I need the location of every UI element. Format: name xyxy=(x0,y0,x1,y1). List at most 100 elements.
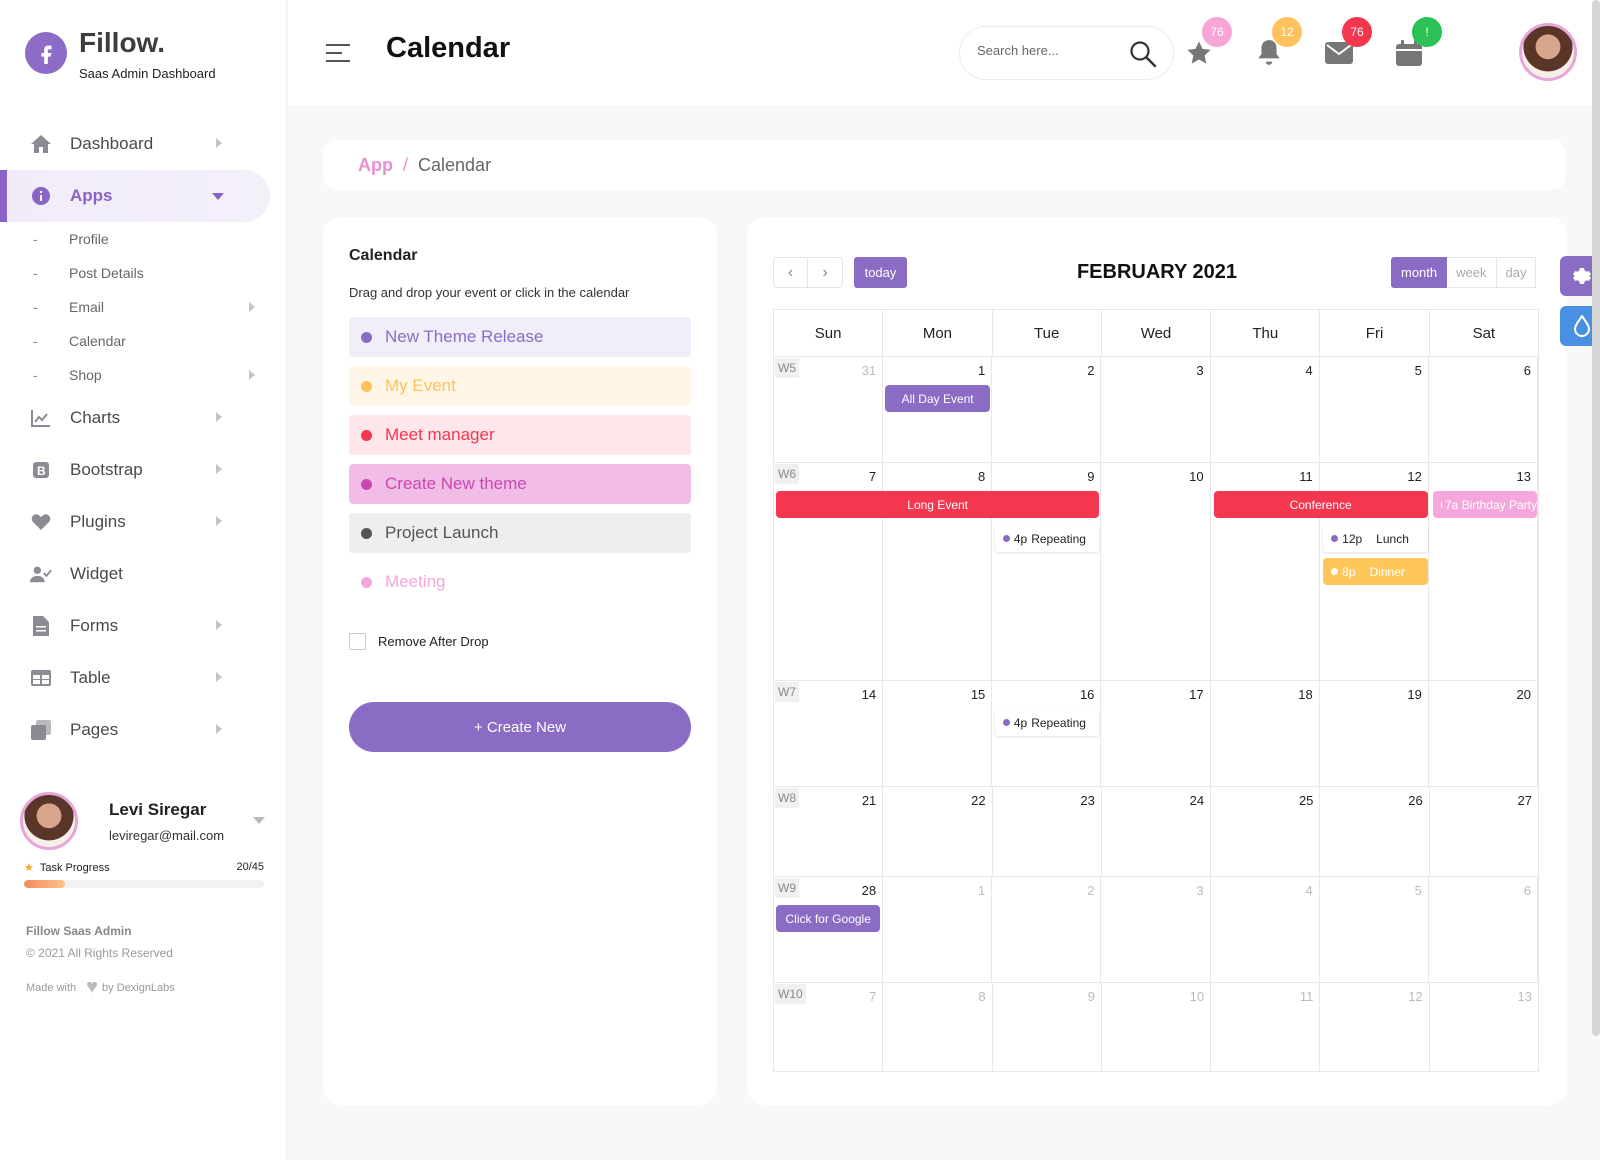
week-number[interactable]: W6 xyxy=(775,464,799,484)
calendar-day-cell[interactable]: 20 xyxy=(1429,681,1538,786)
day-number[interactable]: 20 xyxy=(1516,687,1531,702)
day-number[interactable]: 1 xyxy=(978,363,986,378)
day-number[interactable]: 11 xyxy=(1299,469,1313,484)
day-number[interactable]: 9 xyxy=(1087,989,1095,1004)
submenu-item-shop[interactable]: - Shop xyxy=(33,358,287,392)
avatar[interactable] xyxy=(1519,23,1577,81)
calendar-day-cell[interactable]: 13 xyxy=(1429,463,1538,680)
day-number[interactable]: 5 xyxy=(1414,363,1422,378)
day-number[interactable]: 11 xyxy=(1299,989,1314,1004)
day-number[interactable]: 3 xyxy=(1196,363,1204,378)
week-number[interactable]: W5 xyxy=(775,358,799,378)
sidebar-item-plugins[interactable]: Plugins xyxy=(0,496,287,548)
calendar-day-cell[interactable]: 19 xyxy=(1320,681,1429,786)
calendar-day-cell[interactable]: 4 xyxy=(1211,357,1320,462)
week-number[interactable]: W9 xyxy=(775,878,799,898)
view-day-button[interactable]: day xyxy=(1496,257,1537,288)
day-number[interactable]: 19 xyxy=(1407,687,1422,702)
day-number[interactable]: 18 xyxy=(1298,687,1313,702)
calendar-day-cell[interactable]: 22 xyxy=(883,787,993,876)
day-number[interactable]: 3 xyxy=(1196,883,1204,898)
external-event-meeting[interactable]: Meeting xyxy=(349,562,691,602)
next-month-button[interactable]: › xyxy=(808,257,843,288)
prev-month-button[interactable]: ‹ xyxy=(773,257,808,288)
day-number[interactable]: 5 xyxy=(1414,883,1422,898)
day-number[interactable]: 1 xyxy=(978,883,986,898)
calendar-day-cell[interactable]: 10 xyxy=(1101,463,1211,680)
day-number[interactable]: 15 xyxy=(970,687,986,702)
day-number[interactable]: 13 xyxy=(1516,469,1531,484)
view-month-button[interactable]: month xyxy=(1391,257,1448,288)
sidebar-item-table[interactable]: Table xyxy=(0,652,287,704)
calendar-day-cell[interactable]: 7 xyxy=(774,463,884,680)
day-number[interactable]: 27 xyxy=(1517,793,1532,808)
submenu-item-calendar[interactable]: - Calendar xyxy=(33,333,126,349)
event-conference[interactable]: Conference xyxy=(1213,491,1428,518)
event-long-event[interactable]: Long Event xyxy=(776,491,1100,518)
create-new-button[interactable]: + Create New xyxy=(349,702,691,752)
page-scrollbar[interactable] xyxy=(1592,0,1600,1036)
calendar-day-cell[interactable]: 27 xyxy=(1430,787,1538,876)
day-number[interactable]: 16 xyxy=(1079,687,1095,702)
calendar-day-cell[interactable]: 14 xyxy=(774,681,884,786)
calendar-day-cell[interactable]: 8 xyxy=(883,983,993,1071)
breadcrumb-root[interactable]: App xyxy=(358,154,393,175)
calendar-day-cell[interactable]: 25 xyxy=(1211,787,1321,876)
external-event-my-event[interactable]: My Event xyxy=(349,366,691,406)
day-number[interactable]: 26 xyxy=(1408,793,1423,808)
day-number[interactable]: 12 xyxy=(1408,989,1423,1004)
chevron-down-icon[interactable] xyxy=(253,817,265,824)
day-number[interactable]: 7 xyxy=(869,989,877,1004)
calendar-day-cell[interactable]: 9 xyxy=(993,983,1102,1071)
remove-after-drop-checkbox[interactable] xyxy=(349,633,366,650)
day-number[interactable]: 17 xyxy=(1189,687,1204,702)
menu-toggle-icon[interactable] xyxy=(326,44,350,68)
calendar-day-cell[interactable]: 23 xyxy=(993,787,1102,876)
sidebar-item-bootstrap[interactable]: B Bootstrap xyxy=(0,444,287,496)
week-number[interactable]: W8 xyxy=(775,788,799,808)
event-lunch[interactable]: 12p Lunch xyxy=(1323,525,1428,552)
day-number[interactable]: 14 xyxy=(861,687,877,702)
submenu-item-email[interactable]: - Email xyxy=(33,290,287,324)
calendar-day-cell[interactable]: 5 xyxy=(1320,357,1429,462)
calendar-day-cell[interactable]: 3 xyxy=(1101,357,1211,462)
event-repeating[interactable]: 4p Repeating xyxy=(994,709,1100,736)
external-event-new-theme-release[interactable]: New Theme Release xyxy=(349,317,691,357)
submenu-item-post-details[interactable]: - Post Details xyxy=(33,265,144,281)
notifications-button[interactable]: 12 xyxy=(1254,17,1302,68)
calendar-day-cell[interactable]: 6 xyxy=(1429,357,1538,462)
day-number[interactable]: 21 xyxy=(861,793,877,808)
external-event-create-new-theme[interactable]: Create New theme xyxy=(349,464,691,504)
day-number[interactable]: 10 xyxy=(1189,989,1205,1004)
day-number[interactable]: 2 xyxy=(1087,883,1095,898)
calendar-day-cell[interactable]: 12 xyxy=(1320,983,1430,1071)
calendar-day-cell[interactable]: 31 xyxy=(774,357,884,462)
day-number[interactable]: 12 xyxy=(1407,469,1422,484)
view-week-button[interactable]: week xyxy=(1447,257,1497,288)
calendar-day-cell[interactable]: 15 xyxy=(883,681,993,786)
day-number[interactable]: 24 xyxy=(1189,793,1205,808)
week-number[interactable]: W10 xyxy=(775,984,806,1004)
day-number[interactable]: 13 xyxy=(1517,989,1532,1004)
day-number[interactable]: 7 xyxy=(868,469,877,484)
favorites-button[interactable]: 76 xyxy=(1184,17,1232,68)
calendar-day-cell[interactable]: 11 xyxy=(1211,463,1320,680)
day-number[interactable]: 8 xyxy=(978,989,986,1004)
calendar-day-cell[interactable]: 10 xyxy=(1102,983,1212,1071)
calendar-button[interactable]: ! xyxy=(1394,17,1442,68)
day-number[interactable]: 2 xyxy=(1087,363,1095,378)
event-birthday-party[interactable]: 7a Birthday Party xyxy=(1432,491,1537,518)
day-number[interactable]: 4 xyxy=(1305,883,1313,898)
calendar-day-cell[interactable]: 4 xyxy=(1211,877,1320,982)
day-number[interactable]: 31 xyxy=(861,363,877,378)
sidebar-item-forms[interactable]: Forms xyxy=(0,600,287,652)
calendar-day-cell[interactable]: 2 xyxy=(992,357,1102,462)
calendar-day-cell[interactable]: 1 xyxy=(883,357,993,462)
day-number[interactable]: 10 xyxy=(1189,469,1204,484)
calendar-day-cell[interactable]: 24 xyxy=(1102,787,1212,876)
day-number[interactable]: 9 xyxy=(1087,469,1095,484)
calendar-day-cell[interactable]: 1 xyxy=(883,877,993,982)
external-event-meet-manager[interactable]: Meet manager xyxy=(349,415,691,455)
sidebar-item-widget[interactable]: Widget xyxy=(0,548,287,600)
week-number[interactable]: W7 xyxy=(775,682,799,702)
